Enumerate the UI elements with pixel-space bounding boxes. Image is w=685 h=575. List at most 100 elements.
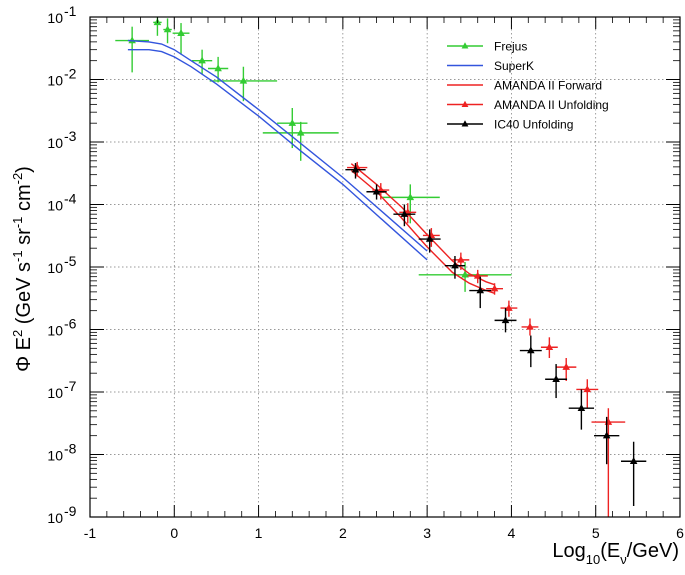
amanda-ii-unfolding-marker (505, 303, 513, 311)
y-axis-title-sup: -1 (10, 217, 25, 229)
y-axis-title-sup: -2 (10, 173, 25, 185)
frejus-marker (177, 29, 185, 36)
amanda-ii-unfolding-point (576, 379, 599, 409)
ic40-unfolding-point (494, 308, 517, 333)
y-axis-title-part: sr (13, 228, 35, 251)
y-tick-label: 10 (47, 385, 63, 401)
legend-item-superk: SuperK (447, 59, 534, 73)
ic40-unfolding-marker (527, 346, 535, 354)
ic40-unfolding-point (568, 389, 595, 430)
y-tick-label: 10 (47, 448, 63, 464)
x-tick-label: 5 (592, 525, 600, 541)
frejus-point (191, 49, 213, 75)
y-axis-title: Φ E2 (GeV s-1 sr-1 cm-2) (10, 166, 35, 372)
ic40-unfolding-point (621, 441, 647, 506)
legend-label: AMANDA II Unfolding (494, 98, 609, 112)
x-axis-title-sub: 10 (586, 552, 600, 567)
superk-upper-line (127, 39, 428, 252)
y-axis-title-part: cm (13, 184, 35, 216)
legend-item-frejus: Frejus (447, 40, 527, 54)
ic40-unfolding-point (418, 229, 441, 253)
amanda-ii-unfolding-point (521, 318, 539, 336)
frejus-marker (288, 118, 297, 126)
frejus-point (418, 262, 512, 292)
y-axis-title-part: (GeV s (13, 262, 35, 330)
legend-swatch-marker (461, 120, 469, 127)
frejus-marker (198, 56, 206, 64)
frejus-marker (406, 193, 415, 201)
legend-item-ic40-unfolding: IC40 Unfolding (447, 118, 573, 132)
plot-series (115, 17, 647, 517)
ic40-unfolding-point (594, 416, 620, 465)
amanda-ii-unfolding-point (500, 300, 518, 317)
ic40-unfolding-point (393, 204, 416, 227)
axes: -1 0 1 2 3 4 5 610-910-810-710-610-510-410 -310-… (47, 3, 684, 541)
superk-lower-line (127, 49, 428, 261)
frejus-marker (296, 128, 305, 136)
y-tick-exponent: -3 (64, 128, 77, 144)
ic40-unfolding-marker (400, 209, 409, 217)
ic40-unfolding-marker (629, 457, 638, 464)
amanda-ii-unfolding-marker (457, 255, 465, 263)
legend-item-amanda-ii-forward: AMANDA II Forward (447, 79, 602, 93)
amanda-ii-unfolding-marker (562, 362, 570, 370)
legend-item-amanda-ii-unfolding: AMANDA II Unfolding (447, 98, 609, 112)
series-ic40-unfolding (345, 163, 647, 506)
x-tick-label: -1 (84, 525, 97, 541)
ic40-unfolding-point (444, 255, 466, 279)
ic40-unfolding-marker (577, 404, 586, 411)
frejus-marker (239, 76, 248, 84)
ic40-unfolding-point (469, 276, 492, 309)
y-tick-exponent: -5 (64, 253, 77, 269)
frejus-point (172, 23, 190, 55)
y-tick-exponent: -1 (64, 3, 77, 19)
y-axis-title-part: ) (13, 166, 35, 173)
frejus-marker (461, 270, 469, 278)
x-tick-label: 6 (676, 525, 684, 541)
y-axis-title-sup: -1 (10, 250, 25, 262)
amanda-ii-unfolding-point (556, 357, 577, 381)
ic40-unfolding-marker (425, 234, 434, 242)
ic40-unfolding-marker (451, 261, 459, 269)
ic40-unfolding-point (366, 184, 387, 200)
frejus-point (262, 121, 339, 161)
x-tick-label: 4 (508, 525, 516, 541)
y-tick-exponent: -7 (64, 378, 77, 394)
ic40-unfolding-point (345, 163, 366, 179)
legend-label: IC40 Unfolding (494, 118, 573, 132)
legend-swatch-marker (461, 100, 469, 107)
x-tick-label: 2 (339, 525, 347, 541)
y-tick-label: 10 (47, 510, 63, 526)
amanda-ii-unfolding-point (540, 337, 558, 358)
y-tick-exponent: -6 (64, 316, 77, 332)
ic40-unfolding-marker (351, 165, 360, 173)
x-axis-title-part: (E (600, 540, 620, 562)
ic40-unfolding-point (519, 335, 542, 368)
legend-label: Frejus (494, 40, 527, 54)
ic40-unfolding-marker (476, 286, 485, 294)
ic40-unfolding-marker (372, 187, 381, 195)
legend-swatch-marker (461, 42, 469, 49)
ic40-unfolding-marker (552, 375, 560, 382)
x-axis-title: Log10(Eν/GeV) (552, 540, 679, 567)
frejus-marker (214, 64, 222, 72)
amanda-ii-unfolding-point (486, 283, 503, 295)
y-tick-exponent: -4 (64, 191, 77, 207)
y-tick-label: 10 (47, 10, 63, 26)
legend-label: SuperK (494, 59, 534, 73)
y-tick-label: 10 (47, 323, 63, 339)
y-axis-title-main: Φ E (13, 337, 35, 372)
amanda-ii-unfolding-marker (545, 343, 554, 350)
y-tick-exponent: -9 (64, 503, 77, 519)
x-tick-label: 3 (423, 525, 431, 541)
frejus-point (163, 18, 172, 44)
series-frejus (115, 17, 512, 292)
legend: Frejus SuperK AMANDA II Forward AMANDA II U… (447, 40, 609, 132)
y-tick-label: 10 (47, 73, 63, 89)
frejus-marker (163, 25, 172, 33)
x-tick-label: 1 (255, 525, 263, 541)
legend-label: AMANDA II Forward (494, 79, 602, 93)
amanda-ii-unfolding-marker (583, 385, 592, 393)
